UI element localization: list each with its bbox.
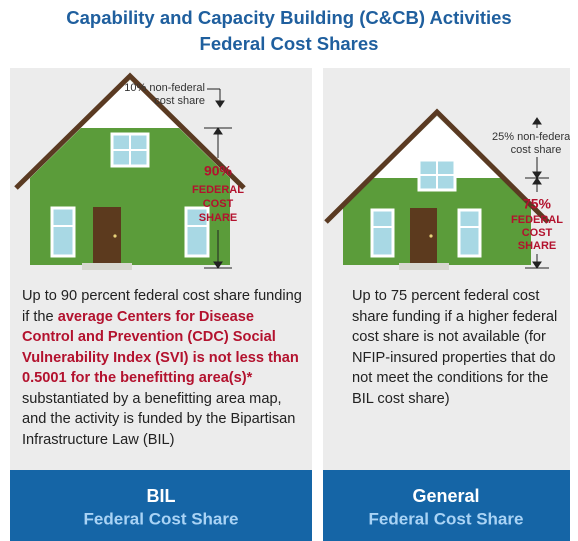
federal-share: FEDERAL (511, 214, 563, 226)
annotation: cost share (511, 144, 562, 156)
footer-title: BIL (147, 486, 176, 506)
federal-share: SHARE (199, 212, 238, 224)
emphasis-text: average Centers for Disease Control and … (22, 309, 299, 387)
annotation: cost share (154, 95, 205, 107)
annotation: 25% non-federal (492, 131, 573, 143)
title-line: Federal Cost Shares (200, 33, 379, 54)
federal-share: 75% (523, 196, 552, 212)
title-line: Capability and Capacity Building (C&CB) … (66, 7, 511, 28)
page: Capability and Capacity Building (C&CB) … (0, 0, 578, 541)
description: Up to 75 percent federal cost share fund… (352, 286, 562, 409)
federal-share: COST (203, 198, 234, 210)
body-text: Up to 75 percent federal cost share fund… (352, 288, 557, 407)
federal-share: COST (522, 227, 553, 239)
federal-share: FEDERAL (192, 184, 244, 196)
federal-share: SHARE (518, 240, 557, 252)
body-text: substantiated by a benefitting area map,… (22, 391, 295, 448)
federal-share: 90% (204, 163, 233, 179)
infographic: Capability and Capacity Building (C&CB) … (0, 0, 578, 541)
description: Up to 90 percent federal cost share fund… (22, 286, 308, 450)
footer-title: General (412, 486, 479, 506)
annotation: 10% non-federal (124, 82, 205, 94)
footer-subtitle: Federal Cost Share (84, 509, 239, 528)
footer-subtitle: Federal Cost Share (369, 509, 524, 528)
